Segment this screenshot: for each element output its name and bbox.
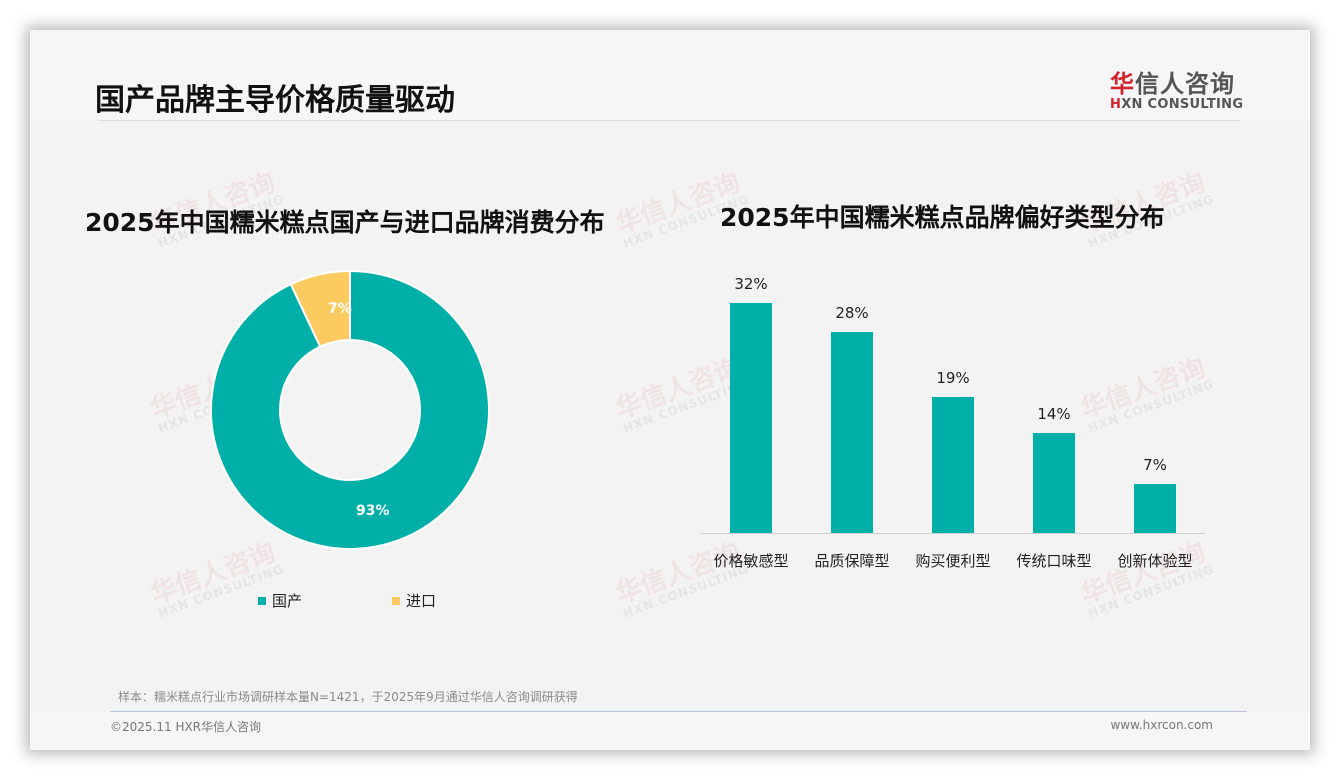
bar-price-sensitive[interactable] (730, 303, 772, 533)
slide: 华信人咨询 HXN CONSULTING 华信人咨询 HXN CONSULTING … (30, 30, 1310, 750)
bar-chart: 32% 价格敏感型 28% 品质保障型 19% 购买便利型 14% 传统口味型 … (700, 270, 1210, 570)
bar-convenience[interactable] (932, 397, 974, 533)
bar-category-label: 创新体验型 (1117, 552, 1193, 570)
bar-category-label: 价格敏感型 (713, 552, 789, 570)
logo-en: HXN CONSULTING (1110, 97, 1244, 112)
bar-traditional-taste[interactable] (1033, 433, 1075, 533)
bar-category-label: 传统口味型 (1016, 552, 1092, 570)
logo-cn-rest: 信人咨询 (1135, 70, 1235, 98)
footer-divider (110, 711, 1247, 712)
bar-value-label: 14% (1037, 405, 1071, 423)
donut-chart: 7% 93% (210, 269, 490, 550)
bar-quality-assurance[interactable] (831, 332, 873, 533)
logo-cn-accent: 华 (1110, 70, 1135, 98)
sample-note: 样本：糯米糕点行业市场调研样本量N=1421，于2025年9月通过华信人咨询调研… (118, 690, 578, 704)
header-band (30, 30, 1310, 120)
watermark-en: HXN CONSULTING (621, 561, 751, 621)
donut-segment-domestic[interactable] (210, 269, 490, 550)
bar-value-label: 19% (936, 369, 970, 387)
bar-value-label: 7% (1143, 456, 1167, 474)
x-axis-line (700, 533, 1205, 534)
brand-logo: 华信人咨询 HXN CONSULTING (1110, 64, 1244, 112)
logo-en-accent: H (1110, 97, 1122, 112)
bar-category-label: 品质保障型 (814, 552, 890, 570)
legend-swatch-icon (258, 596, 266, 605)
legend-item-domestic[interactable]: 国产 (258, 590, 302, 611)
legend-swatch-icon (392, 596, 400, 605)
donut-chart-title: 2025年中国糯米糕点国产与进口品牌消费分布 (85, 208, 605, 237)
website-link[interactable]: www.hxrcon.com (1110, 718, 1213, 732)
legend-item-imported[interactable]: 进口 (392, 590, 436, 611)
bar-chart-title: 2025年中国糯米糕点品牌偏好类型分布 (720, 203, 1165, 232)
donut-label-domestic: 93% (356, 503, 390, 519)
donut-segment-imported[interactable] (289, 269, 351, 348)
bar-category-label: 购买便利型 (915, 552, 991, 570)
logo-en-rest: XN CONSULTING (1121, 97, 1244, 112)
page-title: 国产品牌主导价格质量驱动 (95, 83, 455, 118)
bar-innovative-experience[interactable] (1134, 484, 1176, 533)
donut-svg (210, 269, 490, 550)
legend-label: 国产 (272, 592, 303, 610)
footer-band (30, 712, 1310, 750)
bar-value-label: 28% (835, 304, 869, 322)
logo-cn: 华信人咨询 (1110, 64, 1240, 99)
copyright: ©2025.11 HXR华信人咨询 (110, 720, 262, 734)
legend-label: 进口 (406, 592, 437, 610)
bar-value-label: 32% (734, 275, 768, 293)
title-divider (98, 120, 1240, 121)
watermark-en: HXN CONSULTING (1086, 561, 1216, 621)
donut-label-imported: 7% (328, 301, 352, 317)
